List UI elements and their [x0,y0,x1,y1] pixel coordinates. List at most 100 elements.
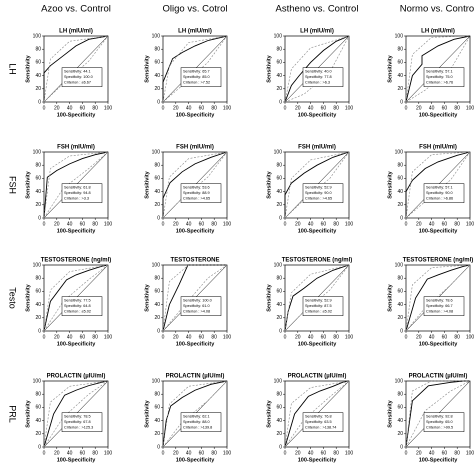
roc-curve [284,380,350,448]
x-tick-label: 20 [416,105,422,111]
x-tick-label: 0 [405,105,408,111]
x-tick-label: 100 [466,450,474,456]
chart-title: LH (mIU/ml) [300,29,334,35]
y-tick-label: 20 [397,86,403,92]
annotation-box [61,67,103,87]
roc-curve [405,264,471,332]
annotation-box [302,412,344,432]
annotation-text: Criterion : ≤5.02 [64,310,91,314]
y-tick-label: 20 [397,202,403,208]
y-axis-label: Sensitivity [387,399,393,427]
annotation-box [423,183,465,203]
x-tick-label: 100 [104,105,113,111]
y-axis-label: Sensitivity [25,283,31,311]
x-axis-label: 100-Specificity [176,457,215,463]
x-tick-label: 80 [454,450,460,456]
chart-title: LH (mIU/ml) [59,29,93,35]
roc-curve [284,380,350,448]
x-tick-label: 80 [333,221,339,227]
x-tick-label: 40 [67,105,73,111]
chart-title: FSH (mIU/ml) [176,145,214,151]
annotation-text: Criterion : >4.65 [183,197,210,201]
y-tick-label: 40 [276,418,282,424]
annotation-box [180,296,222,316]
roc-curve [162,264,227,332]
y-tick-label: 80 [35,163,41,169]
plot-frame [405,151,471,219]
roc-curve [43,151,109,219]
y-tick-label: 80 [397,163,403,169]
roc-curve [405,380,471,448]
plot-frame [43,380,109,448]
x-tick-label: 60 [80,221,86,227]
chart-title: FSH (mIU/ml) [298,145,336,151]
x-tick-label: 40 [67,221,73,227]
x-tick-label: 100 [104,334,113,340]
roc-curve [43,380,109,448]
y-axis-label: Sensitivity [25,54,31,82]
x-tick-label: 80 [454,221,460,227]
y-tick-label: 60 [397,60,403,66]
x-tick-label: 60 [321,105,327,111]
y-axis-label: Sensitivity [144,399,150,427]
y-tick-label: 0 [279,99,282,105]
annotation-text: Specificity: 87.5 [305,304,332,308]
roc-curve [284,35,350,103]
y-tick-label: 0 [279,444,282,450]
x-tick-label: 0 [284,334,287,340]
annotation-text: Specificity: 67.8 [64,420,91,424]
row-label: Testo [8,287,18,309]
x-tick-label: 100 [466,105,474,111]
chart-title: PROLACTIN (µIU/ml) [166,374,225,380]
x-tick-label: 20 [54,221,60,227]
annotation-text: Criterion : >6.3 [305,81,330,85]
y-tick-label: 60 [35,176,41,182]
y-tick-label: 60 [154,289,160,295]
y-axis-label: Sensitivity [144,170,150,198]
roc-curve [162,264,227,332]
y-tick-label: 60 [397,289,403,295]
y-tick-label: 40 [276,189,282,195]
row-label: FSH [8,176,18,194]
x-tick-label: 60 [199,221,205,227]
chart-title: FSH (mIU/ml) [57,145,95,151]
y-tick-label: 40 [35,189,41,195]
y-tick-label: 40 [154,302,160,308]
x-tick-label: 20 [416,221,422,227]
y-tick-label: 80 [276,47,282,53]
x-tick-label: 40 [429,221,435,227]
x-axis-label: 100-Specificity [298,341,337,347]
x-tick-label: 20 [173,221,179,227]
annotation-box [61,296,103,316]
y-tick-label: 0 [400,328,403,334]
x-tick-label: 60 [80,450,86,456]
annotation-text: Specificity: 64.8 [64,304,91,308]
x-tick-label: 80 [211,450,217,456]
x-axis-label: 100-Specificity [419,341,458,347]
annotation-text: Criterion : >138.74 [305,426,336,430]
x-axis-label: 100-Specificity [298,228,337,234]
x-tick-label: 80 [211,334,217,340]
x-axis-label: 100-Specificity [176,112,215,118]
y-tick-label: 40 [397,189,403,195]
x-tick-label: 0 [162,334,165,340]
y-tick-label: 0 [157,215,160,221]
annotation-text: Sensitivity: 78.6 [426,299,453,303]
annotation-text: Specificity: 88.0 [183,420,210,424]
y-tick-label: 0 [157,328,160,334]
x-tick-label: 20 [295,221,301,227]
x-axis-label: 100-Specificity [57,112,96,118]
y-tick-label: 0 [38,444,41,450]
x-tick-label: 20 [173,334,179,340]
y-axis-label: Sensitivity [144,283,150,311]
roc-curve [405,35,471,103]
row-label: PRL [8,405,18,423]
y-tick-label: 40 [397,302,403,308]
y-tick-label: 80 [397,47,403,53]
x-tick-label: 100 [223,450,232,456]
x-tick-label: 40 [429,334,435,340]
chart-title: PROLACTIN (µIU/ml) [409,374,468,380]
y-axis-label: Sensitivity [266,283,272,311]
x-tick-label: 80 [92,105,98,111]
